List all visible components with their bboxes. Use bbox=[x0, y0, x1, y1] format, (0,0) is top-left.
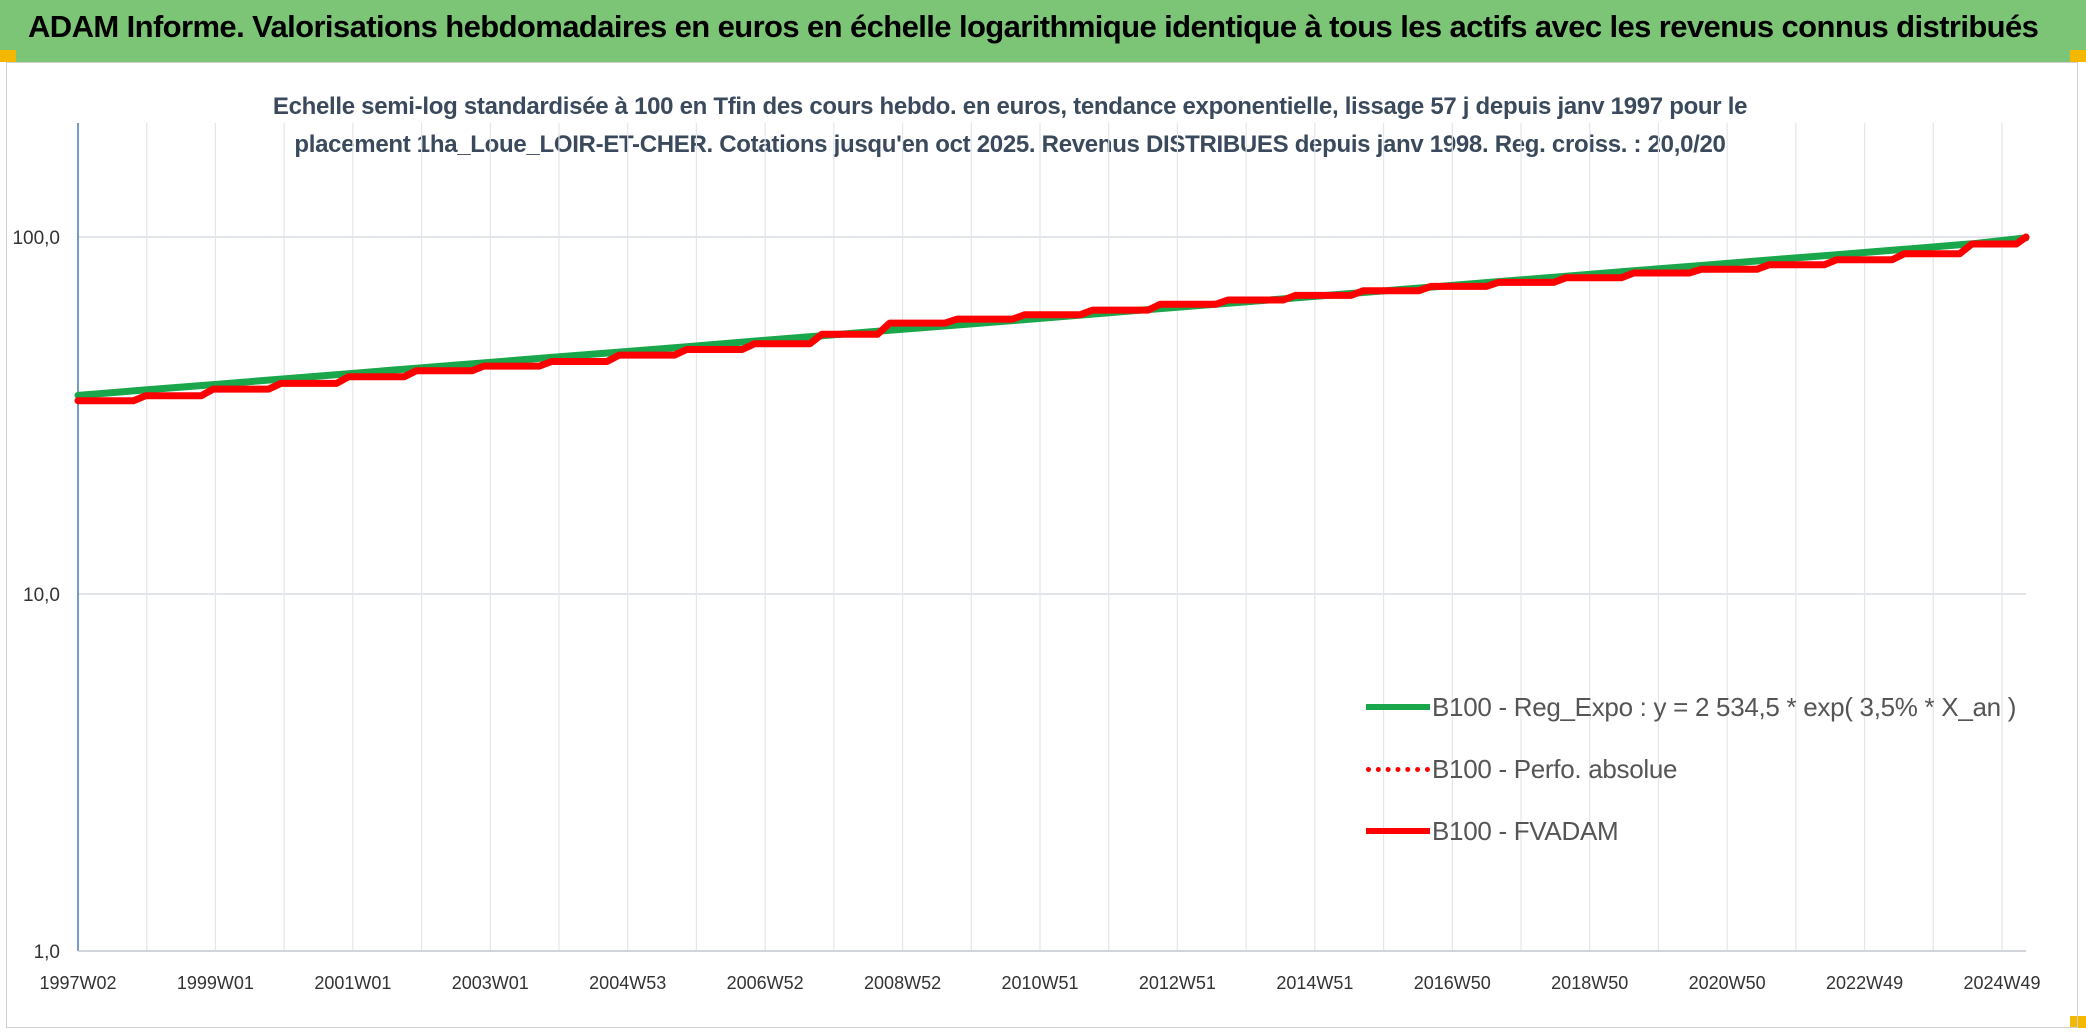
x-tick-label: 2008W52 bbox=[864, 973, 941, 993]
legend-swatch-fvadam bbox=[1366, 828, 1430, 834]
x-tick-label: 1997W02 bbox=[39, 973, 116, 993]
page-title: ADAM Informe. Valorisations hebdomadaire… bbox=[28, 9, 2039, 44]
corner-accent-right bbox=[2070, 50, 2086, 62]
x-tick-label: 2001W01 bbox=[314, 973, 391, 993]
x-tick-label: 1999W01 bbox=[177, 973, 254, 993]
legend-label-fvadam: B100 - FVADAM bbox=[1432, 816, 1619, 846]
x-tick-label: 2003W01 bbox=[452, 973, 529, 993]
legend-swatch-perfo bbox=[1366, 767, 1430, 772]
x-tick-label: 2006W52 bbox=[727, 973, 804, 993]
x-tick-label: 2022W49 bbox=[1826, 973, 1903, 993]
x-tick-label: 2014W51 bbox=[1276, 973, 1353, 993]
series-lines bbox=[74, 233, 2030, 405]
grid-lines bbox=[77, 123, 2026, 952]
series-line-fvadam bbox=[74, 233, 2030, 405]
x-tick-label: 2020W50 bbox=[1689, 973, 1766, 993]
corner-accent-bottom-right bbox=[2070, 1016, 2086, 1028]
x-tick-label: 2024W49 bbox=[1963, 973, 2040, 993]
chart-title: Echelle semi-log standardisée à 100 en T… bbox=[272, 93, 1748, 158]
header-bar: ADAM Informe. Valorisations hebdomadaire… bbox=[0, 0, 2086, 62]
x-tick-label: 2016W50 bbox=[1414, 973, 1491, 993]
legend-item-perfo: B100 - Perfo. absolue bbox=[1366, 754, 2046, 788]
legend-label-trend: B100 - Reg_Expo : y = 2 534,5 * exp( 3,5… bbox=[1432, 692, 2017, 722]
legend-swatch-trend bbox=[1366, 704, 1430, 710]
legend-item-fvadam: B100 - FVADAM bbox=[1366, 816, 2046, 850]
x-tick-label: 2004W53 bbox=[589, 973, 666, 993]
legend-label-perfo: B100 - Perfo. absolue bbox=[1432, 754, 1678, 784]
y-tick-label: 10,0 bbox=[23, 585, 60, 606]
x-tick-label: 2010W51 bbox=[1001, 973, 1078, 993]
chart-frame bbox=[6, 62, 2078, 1028]
corner-accent-left bbox=[0, 50, 16, 62]
tick-labels: 100,0 10,0 1,0 1997W02 1999W01 2001W01 2003W01… bbox=[12, 228, 2040, 993]
y-tick-label: 1,0 bbox=[34, 942, 60, 963]
x-tick-label: 2012W51 bbox=[1139, 973, 1216, 993]
x-tick-label: 2018W50 bbox=[1551, 973, 1628, 993]
axes bbox=[77, 123, 2026, 952]
y-tick-label: 100,0 bbox=[12, 228, 60, 249]
legend-item-trend: B100 - Reg_Expo : y = 2 534,5 * exp( 3,5… bbox=[1366, 692, 2046, 726]
